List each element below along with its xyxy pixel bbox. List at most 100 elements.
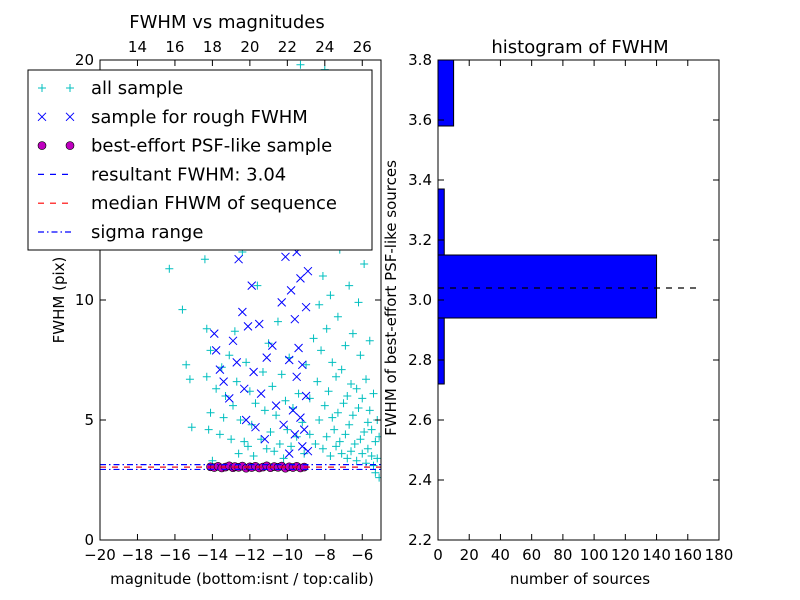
point — [268, 382, 277, 391]
point — [360, 428, 369, 436]
point — [260, 434, 270, 444]
point — [185, 375, 194, 384]
point — [178, 305, 187, 314]
point — [375, 473, 381, 482]
scatter-top-ticks: 14 16 18 20 22 24 26 — [128, 38, 372, 66]
histogram-bar — [437, 254, 658, 319]
scatter-y-axis-label: FWHM (pix) — [50, 257, 68, 344]
point — [242, 358, 251, 367]
point — [358, 449, 367, 458]
point — [256, 389, 266, 398]
point — [182, 360, 191, 369]
point — [284, 449, 294, 458]
x-tick-label: −6 — [351, 546, 373, 564]
point — [294, 389, 303, 398]
point — [301, 391, 311, 401]
histogram-x-axis-label: number of sources — [510, 570, 650, 588]
point — [219, 377, 228, 386]
point — [254, 319, 264, 329]
point — [204, 425, 213, 434]
point — [328, 358, 337, 367]
point — [373, 454, 381, 463]
point — [320, 401, 329, 410]
x-tick-label: 80 — [553, 546, 572, 564]
point — [209, 329, 219, 338]
point — [339, 399, 348, 408]
point — [229, 401, 238, 410]
point — [221, 392, 230, 400]
point — [297, 442, 307, 451]
point — [279, 420, 288, 430]
y-tick-label: 3.4 — [408, 171, 432, 189]
legend-entry: resultant FWHM: 3.04 — [38, 164, 286, 185]
point — [345, 420, 354, 429]
legend-marker — [38, 84, 46, 92]
point — [202, 372, 211, 381]
point — [365, 406, 374, 415]
top-tick-label: 26 — [353, 38, 372, 56]
point — [363, 418, 372, 427]
point — [362, 375, 371, 384]
x-tick-label: 140 — [642, 546, 671, 564]
point — [277, 298, 287, 307]
y-tick-label: 3.0 — [408, 291, 432, 309]
x-tick-label: 120 — [611, 546, 640, 564]
scatter-x-axis-label: magnitude (bottom:isnt / top:calib) — [110, 570, 374, 588]
scatter-title: FWHM vs magnitudes — [129, 12, 324, 33]
point — [258, 368, 267, 376]
point — [275, 440, 284, 448]
point — [297, 360, 307, 370]
top-tick-label: 18 — [203, 38, 222, 56]
point — [296, 413, 305, 422]
legend-entry: sample for rough FWHM — [37, 107, 308, 128]
point — [267, 341, 277, 350]
point — [281, 396, 290, 405]
legend-marker — [37, 112, 47, 122]
point — [335, 437, 344, 446]
point — [206, 346, 215, 355]
legend-marker — [65, 141, 75, 150]
point — [227, 435, 236, 444]
x-tick-label: 40 — [491, 546, 510, 564]
point — [187, 423, 196, 432]
point — [333, 312, 342, 321]
point — [350, 440, 359, 448]
point — [367, 425, 376, 434]
point — [352, 456, 361, 465]
x-tick-label: −16 — [159, 546, 191, 564]
point — [219, 413, 228, 422]
point — [257, 435, 266, 444]
point — [360, 260, 369, 268]
point — [348, 329, 357, 338]
point — [326, 452, 335, 460]
point — [337, 365, 346, 374]
point — [294, 343, 303, 353]
point — [212, 384, 221, 393]
legend-label: all sample — [91, 78, 183, 99]
point — [271, 401, 281, 410]
point — [375, 432, 381, 441]
point — [266, 428, 275, 436]
point — [300, 449, 309, 458]
y-tick-label: 5 — [84, 411, 94, 429]
point — [305, 430, 314, 439]
histogram-x-ticks: 0 20 40 60 80 100 120 140 160 180 — [433, 60, 733, 564]
y-tick-label: 3.6 — [408, 111, 432, 129]
x-tick-label: −14 — [197, 546, 229, 564]
point — [356, 351, 365, 360]
y-tick-label: 20 — [75, 51, 94, 69]
legend-label: resultant FWHM: 3.04 — [91, 164, 286, 185]
histogram-panel: histogram of FWHM 0 20 40 60 80 100 120 140 160 1… — [382, 37, 733, 588]
point — [318, 272, 327, 280]
point — [343, 392, 352, 400]
point — [332, 372, 341, 381]
point — [230, 327, 239, 336]
legend-label: best-effort PSF-like sample — [91, 136, 332, 157]
point — [328, 413, 337, 422]
point — [354, 298, 363, 307]
x-tick-label: 160 — [673, 546, 702, 564]
point — [202, 324, 211, 333]
point — [272, 411, 281, 420]
point — [322, 432, 331, 441]
legend-box — [27, 69, 373, 251]
